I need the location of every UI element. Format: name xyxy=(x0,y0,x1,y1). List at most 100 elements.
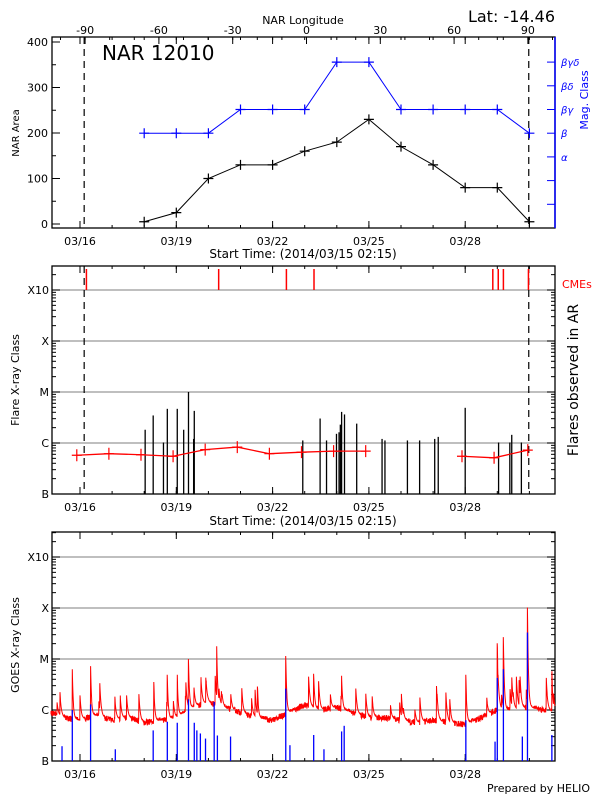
x-tick-label: 03/22 xyxy=(257,235,289,248)
mag-class-point xyxy=(203,128,214,139)
footer-credit: Prepared by HELIO xyxy=(487,782,590,795)
x-tick-label: 03/16 xyxy=(64,501,96,514)
flare-background-point xyxy=(103,447,114,460)
flare-background-point xyxy=(296,446,307,459)
x-tick-label: 03/25 xyxy=(353,768,385,781)
y-tick-label: M xyxy=(40,386,50,399)
longitude-tick-label: 0 xyxy=(303,24,310,37)
x-tick-label: 03/16 xyxy=(64,768,96,781)
mag-class-label: βδ xyxy=(560,82,574,93)
nar-area-point xyxy=(363,114,374,125)
mag-class-point xyxy=(235,104,246,115)
top-xlabel: Start Time: (2014/03/15 02:15) xyxy=(209,247,396,261)
bottom-ylabel: GOES X-ray Class xyxy=(9,597,22,693)
x-tick-label: 03/22 xyxy=(257,501,289,514)
x-tick-label: 03/19 xyxy=(160,235,192,248)
flare-background-line xyxy=(461,449,528,459)
mag-class-point xyxy=(171,128,182,139)
area-tick-label: 200 xyxy=(27,127,48,140)
mag-class-point xyxy=(428,104,439,115)
longitude-tick-label: 90 xyxy=(521,24,535,37)
mag-class-point xyxy=(331,57,342,68)
area-tick-label: 300 xyxy=(27,82,48,95)
flare-background-point xyxy=(232,441,243,454)
flare-background-point xyxy=(489,451,500,464)
area-tick-label: 400 xyxy=(27,36,48,49)
top-axis-title: NAR Longitude xyxy=(262,14,344,27)
flare-background-point xyxy=(264,447,275,460)
top-y2label: Mag. Class xyxy=(578,70,591,129)
mag-class-point xyxy=(267,104,278,115)
longitude-tick-label: -60 xyxy=(150,24,168,37)
nar-area-line xyxy=(144,118,530,223)
flare-background-point xyxy=(456,450,467,463)
nar-area-point xyxy=(460,182,471,193)
nar-area-point xyxy=(235,159,246,170)
flare-background-point xyxy=(328,445,339,458)
middle-ylabel: Flare X-ray Class xyxy=(9,334,22,426)
x-tick-label: 03/25 xyxy=(353,501,385,514)
flare-background-point xyxy=(200,443,211,456)
y-tick-label: B xyxy=(41,488,49,501)
mag-class-point xyxy=(396,104,406,115)
plot-frame-2 xyxy=(51,531,556,762)
nar-area-point xyxy=(492,182,503,193)
y-tick-label: C xyxy=(41,704,49,717)
mag-class-line xyxy=(144,61,530,134)
y-tick-label: B xyxy=(41,755,49,768)
longitude-tick-label: -90 xyxy=(76,24,94,37)
y-tick-label: X10 xyxy=(27,284,49,297)
flare-background-point xyxy=(71,449,82,462)
longitude-tick-label: 30 xyxy=(373,24,387,37)
x-tick-label: 03/25 xyxy=(353,235,385,248)
x-tick-label: 03/19 xyxy=(160,501,192,514)
longitude-tick-label: -30 xyxy=(224,24,242,37)
mag-class-point xyxy=(460,104,471,115)
mag-class-point xyxy=(139,128,150,139)
flare-background-line xyxy=(76,446,366,457)
nar-area-point xyxy=(396,141,406,152)
goes-long-channel-line xyxy=(50,607,556,728)
mag-class-label: α xyxy=(561,153,568,164)
nar-area-point xyxy=(267,159,278,170)
flare-background-point xyxy=(168,450,179,463)
area-tick-label: 100 xyxy=(27,173,48,186)
middle-y2label: Flares observed in AR xyxy=(566,304,582,456)
y-tick-label: X xyxy=(41,602,49,615)
region-title: NAR 12010 xyxy=(102,41,215,65)
mag-class-point xyxy=(492,104,503,115)
mag-class-point xyxy=(299,104,310,115)
flare-background-point xyxy=(360,445,371,458)
nar-area-point xyxy=(299,146,310,157)
plot-frame-1 xyxy=(51,265,556,495)
nar-area-point xyxy=(331,137,342,148)
nar-area-point xyxy=(524,216,535,227)
area-tick-label: 0 xyxy=(41,218,48,231)
x-tick-label: 03/22 xyxy=(257,768,289,781)
flare-background-point xyxy=(522,444,533,457)
x-tick-label: 03/16 xyxy=(64,235,96,248)
nar-area-point xyxy=(203,173,214,184)
mag-class-point xyxy=(363,57,374,68)
x-tick-label: 03/28 xyxy=(449,768,481,781)
top-plot-frame xyxy=(51,36,556,229)
y-tick-label: X10 xyxy=(27,551,49,564)
mag-class-point xyxy=(524,128,535,139)
x-tick-label: 03/19 xyxy=(160,768,192,781)
mag-class-label: β xyxy=(560,129,568,140)
flare-background-point xyxy=(135,448,146,461)
nar-area-point xyxy=(428,159,439,170)
top-ylabel: NAR Area xyxy=(11,109,22,156)
latitude-label: Lat: -14.46 xyxy=(468,7,555,26)
x-tick-label: 03/28 xyxy=(449,235,481,248)
longitude-tick-label: 60 xyxy=(447,24,461,37)
y-tick-label: X xyxy=(41,335,49,348)
nar-area-point xyxy=(171,207,182,218)
x-tick-label: 03/28 xyxy=(449,501,481,514)
mag-class-label: βγ xyxy=(560,106,574,117)
y-tick-label: M xyxy=(40,653,50,666)
nar-area-point xyxy=(139,216,150,227)
mag-class-label: βγδ xyxy=(560,58,579,69)
cme-label: CMEs xyxy=(562,278,592,291)
